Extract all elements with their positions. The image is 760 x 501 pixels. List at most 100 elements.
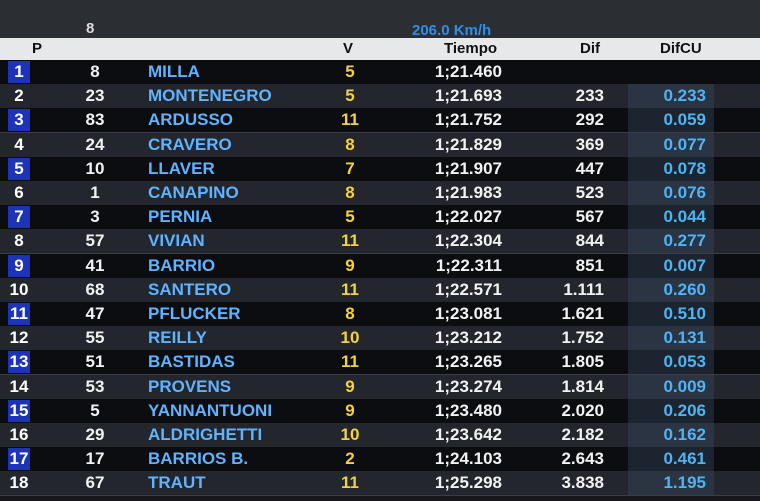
lap-time: 1;21.693 <box>434 86 502 106</box>
diff-cu-panel <box>628 277 714 302</box>
result-row: 15 5 YANNANTUONI 9 1;23.480 2.020 0.206 <box>0 398 760 424</box>
diff-cu-panel <box>628 132 714 157</box>
diff-cu: 0.076 <box>663 183 706 202</box>
diff-cu-panel <box>628 229 714 254</box>
position: 3 <box>8 109 30 132</box>
result-row: 8 57 VIVIAN 11 1;22.304 844 0.277 <box>0 229 760 255</box>
lap-time: 1;23.212 <box>434 328 502 348</box>
diff: 523 <box>575 183 604 202</box>
driver: PROVENS <box>148 376 232 396</box>
position: 4 <box>14 134 24 154</box>
driver: BARRIOS B. <box>148 449 249 469</box>
car-number: 67 <box>85 473 105 493</box>
top-bar <box>0 0 760 38</box>
car-number: 53 <box>85 376 105 396</box>
driver: REILLY <box>148 328 207 348</box>
lap-time: 1;21.983 <box>434 183 502 202</box>
diff-cu: 0.078 <box>663 158 706 178</box>
driver: MONTENEGRO <box>148 86 272 106</box>
diff-cu-panel <box>628 156 714 181</box>
lap-time: 1;24.103 <box>434 449 502 469</box>
car-number: 3 <box>90 207 100 227</box>
result-row: 5 10 LLAVER 7 1;21.907 447 0.078 <box>0 156 760 182</box>
diff: 1.621 <box>561 304 604 323</box>
car-number: 47 <box>85 304 105 323</box>
driver: CANAPINO <box>148 183 239 202</box>
diff-cu: 0.206 <box>663 400 706 420</box>
col-diff-cu: DifCU <box>660 40 702 57</box>
result-row: 9 41 BARRIO 9 1;22.311 851 0.007 <box>0 253 760 279</box>
laps: 11 <box>341 279 359 299</box>
diff-cu-panel <box>628 423 714 447</box>
position: 14 <box>9 376 29 396</box>
laps: 11 <box>341 110 359 130</box>
diff-cu: 0.277 <box>663 231 706 251</box>
result-row: 10 68 SANTERO 11 1;22.571 1.111 0.260 <box>0 277 760 303</box>
lap-time: 1;21.829 <box>434 134 502 154</box>
diff-cu-panel <box>628 350 714 375</box>
lap-time: 1;22.311 <box>435 255 502 275</box>
diff-cu-panel <box>628 108 714 133</box>
position: 2 <box>14 86 24 106</box>
diff-cu: 0.009 <box>663 376 706 396</box>
laps: 10 <box>340 328 360 348</box>
header-row <box>0 38 760 60</box>
lap-time: 1;23.274 <box>434 376 502 396</box>
driver: ARDUSSO <box>148 110 234 130</box>
diff: 1.752 <box>561 328 604 348</box>
driver: TRAUT <box>148 473 206 493</box>
position: 15 <box>8 399 30 422</box>
diff-cu: 1.195 <box>663 473 706 493</box>
diff-cu-panel <box>628 398 714 423</box>
lap-time: 1;23.642 <box>434 425 502 444</box>
diff: 851 <box>575 255 604 275</box>
result-row: 13 51 BASTIDAS 11 1;23.265 1.805 0.053 <box>0 350 760 376</box>
position: 12 <box>9 328 29 348</box>
driver: PFLUCKER <box>148 304 241 323</box>
lap-time: 1;21.907 <box>434 158 502 178</box>
diff-cu-panel <box>628 471 714 496</box>
diff-cu: 0.162 <box>663 425 706 444</box>
lap-time: 1;22.571 <box>434 279 502 299</box>
speed: 206.0 Km/h <box>412 22 492 39</box>
diff: 2.020 <box>561 400 604 420</box>
diff-cu: 0.461 <box>663 449 706 469</box>
laps: 9 <box>345 376 355 396</box>
driver: SANTERO <box>148 279 232 299</box>
diff-cu-panel <box>628 302 714 326</box>
result-row: 11 47 PFLUCKER 8 1;23.081 1.621 0.510 <box>0 302 760 327</box>
position: 18 <box>9 473 29 493</box>
position: 9 <box>8 254 30 277</box>
driver: BASTIDAS <box>148 352 235 372</box>
laps: 8 <box>345 183 355 202</box>
position: 17 <box>8 448 30 471</box>
car-number: 83 <box>85 110 105 130</box>
position: 1 <box>8 61 30 83</box>
car-number: 57 <box>85 231 105 251</box>
driver: LLAVER <box>148 158 215 178</box>
diff-cu: 0.007 <box>663 255 706 275</box>
laps: 8 <box>345 304 355 323</box>
car-number: 10 <box>85 158 105 178</box>
diff-cu: 0.053 <box>663 352 706 372</box>
driver: CRAVERO <box>148 134 232 154</box>
diff: 1.814 <box>561 376 604 396</box>
lap-time: 1;23.480 <box>434 400 502 420</box>
diff: 447 <box>575 158 604 178</box>
car-number: 23 <box>85 86 105 106</box>
result-row: 17 17 BARRIOS B. 2 1;24.103 2.643 0.461 <box>0 447 760 473</box>
col-time: Tiempo <box>444 40 498 57</box>
position: 7 <box>8 206 30 229</box>
diff-cu: 0.077 <box>663 134 706 154</box>
laps: 5 <box>345 86 355 106</box>
driver: MILLA <box>148 62 200 81</box>
diff: 3.838 <box>561 473 604 493</box>
col-laps: V <box>343 40 354 57</box>
driver: YANNANTUONI <box>148 400 273 420</box>
diff-cu-panel <box>628 84 714 109</box>
result-row: 14 53 PROVENS 9 1;23.274 1.814 0.009 <box>0 374 760 400</box>
laps: 11 <box>341 352 359 372</box>
diff-cu: 0.131 <box>663 328 706 348</box>
position: 16 <box>9 425 29 444</box>
